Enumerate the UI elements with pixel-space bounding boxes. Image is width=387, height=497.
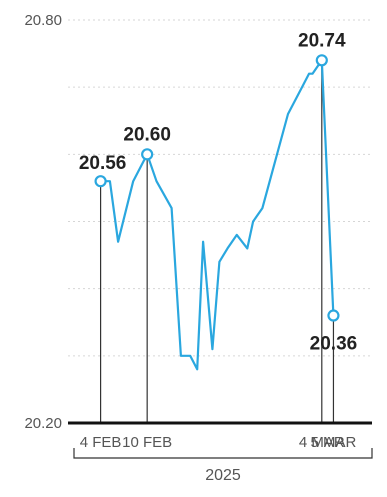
data-label: 20.36 bbox=[310, 334, 358, 355]
grid-lines bbox=[68, 19, 372, 357]
data-point-marker bbox=[315, 54, 328, 67]
y-axis-ticks: 20.80 20.20 bbox=[24, 12, 62, 432]
year-label: 2025 bbox=[205, 467, 241, 484]
data-label: 20.56 bbox=[79, 153, 127, 174]
series-line bbox=[100, 59, 335, 371]
data-point-marker bbox=[94, 175, 107, 188]
y-tick-label: 20.80 bbox=[24, 12, 62, 29]
x-tick-label: 10 FEB bbox=[122, 434, 172, 451]
series-path bbox=[100, 59, 335, 371]
highlight-markers: 20.56 20.60 20.74 20.36 bbox=[79, 30, 357, 354]
marker-drop-lines bbox=[99, 60, 335, 423]
data-point-marker bbox=[141, 148, 154, 161]
x-tick-label: 4 FEB bbox=[80, 434, 122, 451]
data-label: 20.60 bbox=[123, 124, 171, 145]
x-tick-label: 5 MAR bbox=[311, 434, 357, 451]
data-point-marker bbox=[327, 309, 340, 322]
x-tick-label: 4 MAR bbox=[299, 434, 345, 451]
y-tick-label: 20.20 bbox=[24, 415, 62, 432]
data-label: 20.74 bbox=[298, 30, 346, 51]
year-bracket bbox=[73, 448, 373, 459]
